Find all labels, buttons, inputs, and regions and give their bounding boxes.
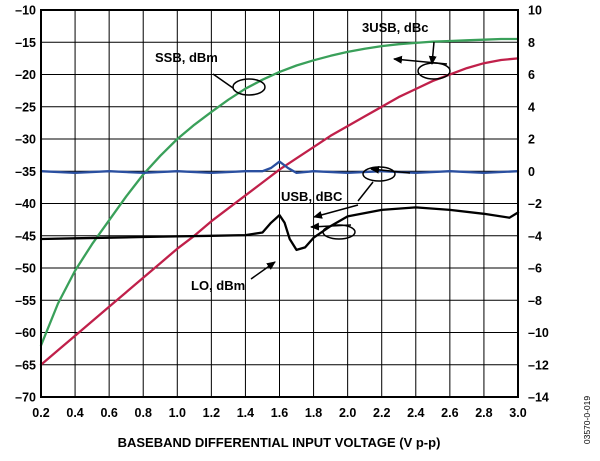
x-tick-label: 0.8	[135, 406, 152, 420]
annotation-label: 3USB, dBc	[362, 20, 428, 35]
x-axis-label: BASEBAND DIFFERENTIAL INPUT VOLTAGE (V p…	[118, 435, 441, 450]
x-tick-label: 0.2	[32, 406, 49, 420]
y-right-tick-label: 4	[528, 100, 535, 114]
y-right-tick-label: –10	[528, 326, 549, 340]
annotation-arrow	[428, 41, 437, 65]
annotation-leader	[357, 181, 374, 202]
y-left-tick-label: –45	[15, 229, 36, 243]
y-left-tick-label: –10	[15, 4, 36, 18]
annotation-arrow	[250, 261, 276, 280]
grid	[41, 10, 518, 397]
y-right-tick-label: –6	[528, 262, 542, 276]
annotation-ellipse	[232, 78, 266, 96]
y-right-tick-label: –14	[528, 391, 549, 405]
y-right-tick-label: 0	[528, 165, 535, 179]
y-left-tick-label: –50	[15, 262, 36, 276]
y-left-tick-label: –20	[15, 68, 36, 82]
y-left-tick-label: –60	[15, 326, 36, 340]
y-right-tick-label: 8	[528, 36, 535, 50]
y-left-tick-label: –35	[15, 165, 36, 179]
y-right-tick-label: –12	[528, 358, 549, 372]
y-right-tick-label: –2	[528, 197, 542, 211]
x-tick-label: 0.4	[66, 406, 83, 420]
series-lo-dbm	[39, 206, 520, 252]
x-tick-label: 3.0	[509, 406, 526, 420]
x-tick-label: 2.2	[373, 406, 390, 420]
x-tick-label: 0.6	[100, 406, 117, 420]
x-tick-label: 2.4	[407, 406, 424, 420]
annotation-label: SSB, dBm	[155, 50, 218, 65]
annotation-label: USB, dBC	[281, 189, 343, 204]
x-tick-label: 2.0	[339, 406, 356, 420]
annotation-arrow	[313, 204, 359, 219]
y-right-tick-label: –4	[528, 229, 542, 243]
annotation-ellipse	[417, 62, 451, 80]
y-left-tick-label: –65	[15, 358, 36, 372]
y-left-tick-label: –55	[15, 294, 36, 308]
annotation-leader	[212, 73, 234, 89]
y-left-tick-label: –70	[15, 391, 36, 405]
x-tick-label: 1.0	[169, 406, 186, 420]
x-tick-label: 2.6	[441, 406, 458, 420]
series-ssb-dbm	[39, 37, 520, 347]
annotation-arrow	[310, 222, 352, 231]
y-right-tick-label: –8	[528, 294, 542, 308]
series-lines	[39, 37, 520, 366]
y-left-tick-label: –15	[15, 36, 36, 50]
x-tick-label: 2.8	[475, 406, 492, 420]
figure-id: 03570-0-019	[582, 396, 592, 444]
annotation-ellipse	[322, 224, 356, 240]
annotation-arrow	[393, 55, 448, 65]
tick-labels: 0.2 0.4 0.6 0.8 1.0 1.2 1.4 1.6 1.8 2.0 2.2 2.4 2.6 2…	[15, 4, 549, 421]
annotation-label: LO, dBm	[191, 278, 245, 293]
y-right-tick-label: 10	[528, 4, 542, 18]
x-tick-label: 1.4	[237, 406, 254, 420]
y-left-tick-label: –40	[15, 197, 36, 211]
series-usb-dbc	[39, 160, 520, 175]
x-tick-label: 1.6	[271, 406, 288, 420]
annotation-arrow	[370, 165, 411, 174]
y-left-tick-label: –30	[15, 133, 36, 147]
x-tick-label: 1.8	[305, 406, 322, 420]
x-tick-label: 1.2	[203, 406, 220, 420]
y-right-tick-label: 6	[528, 68, 535, 82]
annotations: SSB, dBm 3USB, dBc USB, dBC LO, dBm	[155, 20, 451, 293]
y-left-tick-label: –25	[15, 100, 36, 114]
y-right-tick-label: 2	[528, 133, 535, 147]
plot-frame	[40, 9, 519, 398]
